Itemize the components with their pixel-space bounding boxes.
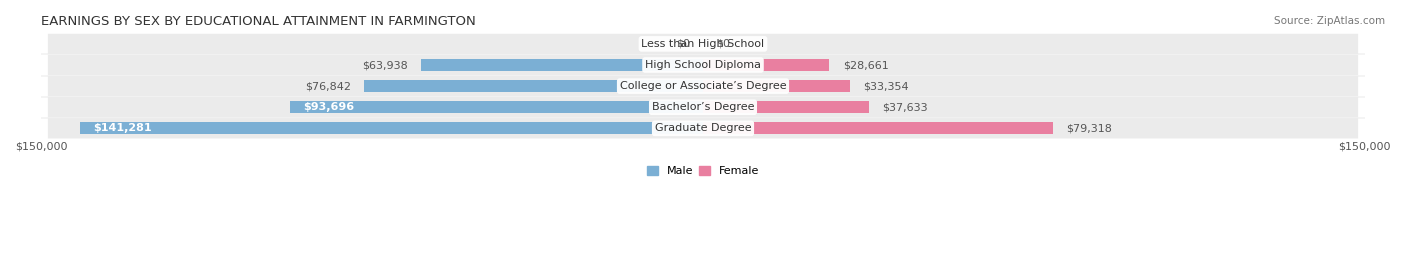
Text: $33,354: $33,354 [863, 81, 910, 91]
Text: $0: $0 [676, 39, 690, 49]
Legend: Male, Female: Male, Female [643, 162, 763, 181]
Text: $0: $0 [716, 39, 730, 49]
Text: College or Associate’s Degree: College or Associate’s Degree [620, 81, 786, 91]
Text: $76,842: $76,842 [305, 81, 350, 91]
FancyBboxPatch shape [48, 34, 1358, 54]
Text: $37,633: $37,633 [882, 102, 928, 112]
Bar [420, 59, 703, 71]
Text: Bachelor’s Degree: Bachelor’s Degree [652, 102, 754, 112]
Text: $63,938: $63,938 [361, 60, 408, 70]
Bar [703, 80, 851, 92]
Text: $141,281: $141,281 [93, 123, 152, 133]
FancyBboxPatch shape [48, 55, 1358, 75]
Text: Graduate Degree: Graduate Degree [655, 123, 751, 133]
Text: High School Diploma: High School Diploma [645, 60, 761, 70]
Bar [703, 59, 830, 71]
Bar [290, 101, 703, 113]
Text: Less than High School: Less than High School [641, 39, 765, 49]
FancyBboxPatch shape [48, 97, 1358, 117]
Bar [703, 101, 869, 113]
Bar [703, 122, 1053, 135]
FancyBboxPatch shape [48, 76, 1358, 96]
Text: Source: ZipAtlas.com: Source: ZipAtlas.com [1274, 16, 1385, 26]
Text: $93,696: $93,696 [302, 102, 354, 112]
Text: $28,661: $28,661 [842, 60, 889, 70]
Bar [80, 122, 703, 135]
Text: $79,318: $79,318 [1066, 123, 1112, 133]
FancyBboxPatch shape [48, 118, 1358, 139]
Bar [364, 80, 703, 92]
Text: EARNINGS BY SEX BY EDUCATIONAL ATTAINMENT IN FARMINGTON: EARNINGS BY SEX BY EDUCATIONAL ATTAINMEN… [41, 15, 477, 28]
